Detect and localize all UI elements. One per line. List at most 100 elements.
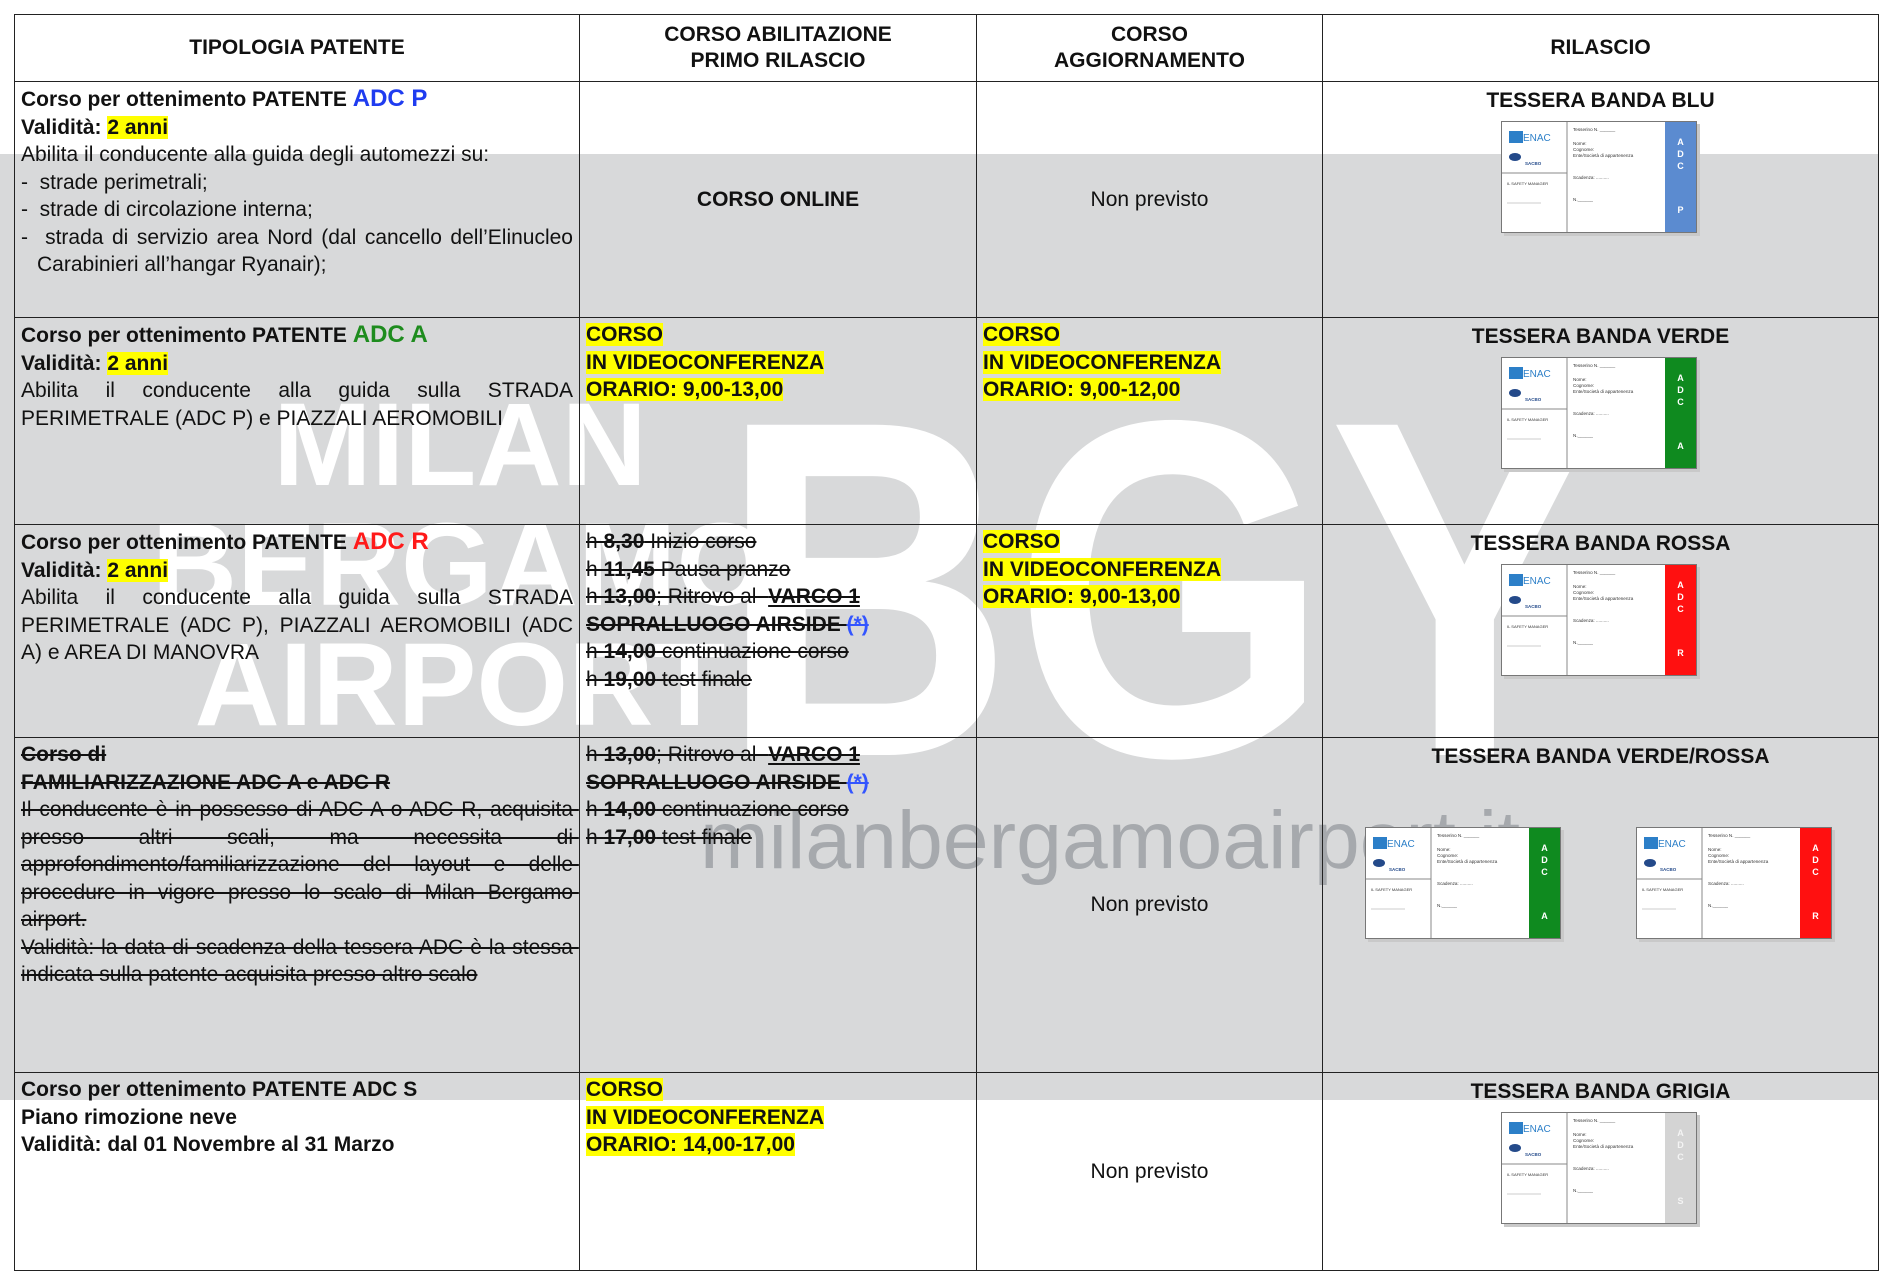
card-field: Scadenza: .......... bbox=[1573, 411, 1609, 416]
paragraph: h 14,00 continuazione corso bbox=[586, 796, 970, 824]
card-band-letter: R bbox=[1813, 911, 1820, 921]
paragraph: Corso per ottenimento PATENTE ADC S bbox=[21, 1076, 573, 1104]
card-band-letter: R bbox=[1677, 648, 1684, 658]
card-logo-mark bbox=[1372, 836, 1387, 849]
paragraph: IN VIDEOCONFERENZA bbox=[983, 349, 1316, 377]
paragraph: Validità: la data di scadenza della tess… bbox=[21, 934, 573, 989]
table-row: Corso per ottenimento PATENTE ADC P Valid… bbox=[14, 81, 1879, 318]
text-run: ADC A bbox=[352, 321, 428, 348]
paragraph: h 17,00 test finale bbox=[586, 824, 970, 852]
paragraph: Non previsto bbox=[983, 186, 1316, 214]
card-field: N.______ bbox=[1437, 903, 1457, 908]
card-field: Tesserino N. ______ bbox=[1437, 833, 1480, 838]
cell: Non previsto bbox=[976, 1072, 1323, 1271]
paragraph: CORSO bbox=[586, 1076, 970, 1104]
card-sublogo: SACBO bbox=[1660, 867, 1677, 872]
card-body bbox=[1636, 826, 1833, 939]
card-sublogo: SACBO bbox=[1525, 1152, 1542, 1157]
text-run: SOPRALLUOGO AIRSIDE bbox=[586, 612, 847, 636]
paragraph: Il conducente è in possesso di ADC A o A… bbox=[21, 796, 573, 934]
text-run: IN VIDEOCONFERENZA bbox=[586, 350, 825, 374]
card-band-letter: D bbox=[1677, 1140, 1684, 1150]
header-cell: RILASCIO bbox=[1322, 14, 1879, 82]
text-run: 2 anni bbox=[107, 558, 169, 582]
card-group: ENAC SACBO IL SAFETY MANAGER Tesserino N. _… bbox=[1329, 356, 1872, 473]
release-cell: TESSERA BANDA VERDE/ROSSA ENAC SACBO IL SAF… bbox=[1322, 737, 1879, 1073]
card-band bbox=[1664, 1112, 1696, 1223]
text-run: Corso per ottenimento PATENTE ADC S bbox=[21, 1078, 418, 1101]
text-run: ORARIO: 9,00-12,00 bbox=[983, 378, 1181, 401]
card-field: Scadenza: .......... bbox=[1573, 618, 1609, 623]
paragraph: IN VIDEOCONFERENZA bbox=[586, 1104, 970, 1132]
card-field: Tesserino N. ______ bbox=[1573, 127, 1616, 132]
paragraph: Corso per ottenimento PATENTE ADC A bbox=[21, 321, 573, 350]
release-cell: TESSERA BANDA VERDE ENAC SACBO IL SAFETY MA… bbox=[1322, 317, 1879, 525]
card-logo-mark bbox=[1508, 573, 1523, 586]
text-run: Validità: bbox=[21, 115, 108, 139]
text-run: CORSO bbox=[586, 1078, 664, 1101]
text-run: IN VIDEOCONFERENZA bbox=[983, 350, 1222, 374]
card-band-letter: A bbox=[1677, 137, 1684, 147]
card-sublogo: SACBO bbox=[1525, 161, 1542, 166]
card-logo: ENAC bbox=[1658, 839, 1686, 850]
text-run: h bbox=[586, 743, 604, 766]
paragraph: ORARIO: 9,00-13,00 bbox=[586, 376, 970, 404]
text-run: Corso per ottenimento PATENTE bbox=[21, 531, 353, 554]
cell: Corso per ottenimento PATENTE ADC P Valid… bbox=[14, 81, 580, 318]
card-sublogo-mark bbox=[1644, 858, 1657, 867]
text-run: Abilita il conducente alla guida sulla S… bbox=[21, 586, 579, 664]
text-run: 14,00 bbox=[603, 640, 657, 663]
card-band-letter: A bbox=[1541, 911, 1548, 921]
header-line: RILASCIO bbox=[1550, 36, 1651, 59]
text-run: Abilita il conducente alla guida degli a… bbox=[21, 143, 490, 166]
card-logo: ENAC bbox=[1523, 369, 1551, 380]
card-signature: IL SAFETY MANAGER bbox=[1507, 417, 1548, 422]
card-band bbox=[1664, 564, 1696, 675]
license-card: ENAC SACBO IL SAFETY MANAGER Tesserino N. _… bbox=[1364, 826, 1564, 942]
paragraph: CORSO ONLINE bbox=[586, 186, 970, 214]
card-field: Cognome: bbox=[1573, 590, 1594, 595]
text-run: Validità: bbox=[21, 351, 108, 375]
license-card: ENAC SACBO IL SAFETY MANAGER Tesserino N. _… bbox=[1500, 1111, 1700, 1227]
paragraph: SOPRALLUOGO AIRSIDE (*) bbox=[586, 769, 970, 797]
card-field: Scadenza: .......... bbox=[1573, 175, 1609, 180]
card-signature: IL SAFETY MANAGER bbox=[1507, 1172, 1548, 1177]
paragraph: SOPRALLUOGO AIRSIDE (*) bbox=[586, 611, 970, 639]
text-run: 17,00 bbox=[603, 825, 657, 849]
card-field: Ente/Società di appartenenza bbox=[1708, 859, 1769, 864]
cell: Non previsto bbox=[976, 737, 1323, 1073]
text-run: h bbox=[586, 825, 604, 849]
paragraph: - strade di circolazione interna; bbox=[21, 196, 573, 224]
paragraph: Non previsto bbox=[983, 1158, 1316, 1186]
text-run: (*) bbox=[846, 770, 869, 794]
card-group: ENAC SACBO IL SAFETY MANAGER Tesserino N. _… bbox=[1329, 563, 1872, 680]
card-band-letter: C bbox=[1677, 161, 1684, 171]
text-run: 13,00 bbox=[603, 585, 657, 608]
text-run: ; Ritrovo al bbox=[656, 743, 769, 766]
text-run: - strada di servizio area Nord (dal canc… bbox=[21, 225, 579, 277]
card-band-letter: A bbox=[1677, 1128, 1684, 1138]
release-title: TESSERA BANDA ROSSA bbox=[1470, 532, 1731, 555]
card-field: Cognome: bbox=[1573, 1138, 1594, 1143]
card-field: Scadenza: .......... bbox=[1708, 881, 1744, 886]
text-run: - strade perimetrali; bbox=[21, 170, 208, 194]
card-signature: IL SAFETY MANAGER bbox=[1507, 181, 1548, 186]
license-card: ENAC SACBO IL SAFETY MANAGER Tesserino N. _… bbox=[1500, 120, 1700, 236]
cell: CORSO ONLINE bbox=[579, 81, 977, 318]
text-run: h bbox=[586, 530, 604, 553]
card-group: ENAC SACBO IL SAFETY MANAGER Tesserino N. _… bbox=[1329, 1111, 1872, 1228]
paragraph: h 8,30 Inizio corso bbox=[586, 528, 970, 556]
card-body bbox=[1500, 120, 1697, 233]
text-run: test finale bbox=[656, 667, 752, 691]
card-band-letter: C bbox=[1677, 1152, 1684, 1162]
paragraph: ORARIO: 9,00-13,00 bbox=[983, 583, 1316, 611]
text-run: continuazione corso bbox=[656, 798, 849, 821]
header-cell: CORSO AGGIORNAMENTO bbox=[976, 14, 1323, 82]
card-band bbox=[1528, 827, 1560, 938]
text-run: h bbox=[586, 667, 604, 691]
card-logo: ENAC bbox=[1523, 133, 1551, 144]
text-run: Pausa pranzo bbox=[654, 557, 791, 581]
license-card: ENAC SACBO IL SAFETY MANAGER Tesserino N. _… bbox=[1500, 356, 1700, 472]
card-sublogo-mark bbox=[1508, 152, 1521, 161]
